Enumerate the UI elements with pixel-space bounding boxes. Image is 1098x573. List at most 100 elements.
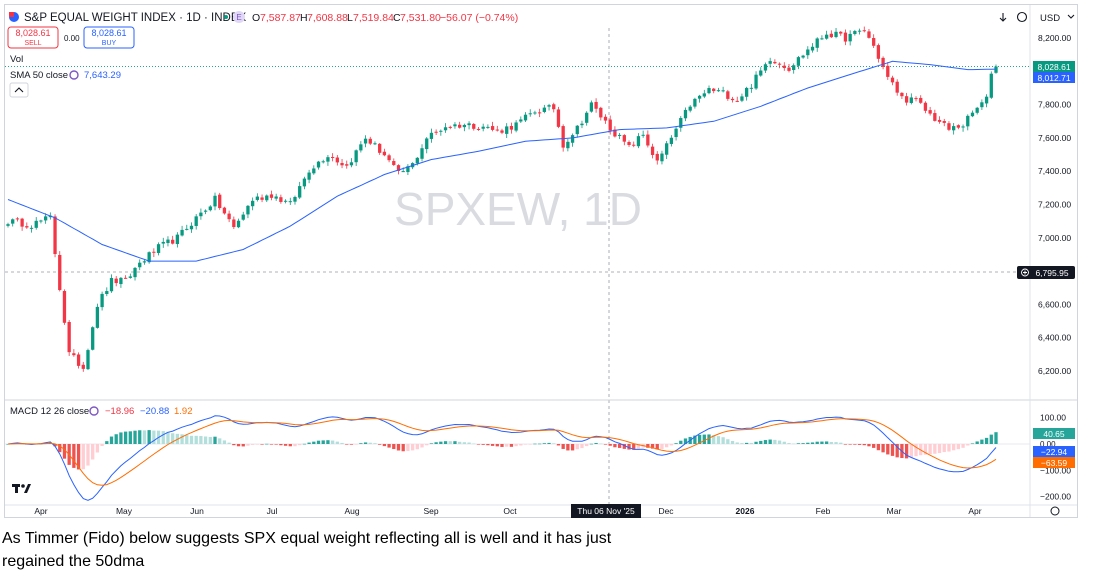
- macd-label[interactable]: MACD 12 26 close: [10, 406, 89, 417]
- macd-histogram-bar: [401, 444, 405, 452]
- chevron-down-icon[interactable]: [1067, 14, 1075, 19]
- macd-histogram-bar: [227, 442, 231, 444]
- candle-body: [839, 31, 843, 34]
- candle-body: [909, 97, 913, 103]
- macd-histogram-bar: [665, 444, 669, 448]
- buy-button[interactable]: 8,028.61 BUY: [83, 26, 135, 49]
- candle-body: [260, 197, 264, 200]
- candle-body: [185, 228, 189, 230]
- macd-histogram-bar: [152, 430, 156, 444]
- sma50-line: [7, 60, 997, 262]
- macd-axis[interactable]: 100.00 −100.00 −200.00: [1040, 413, 1071, 502]
- candle-body: [523, 114, 528, 121]
- macd-histogram-bar: [72, 444, 76, 468]
- macd-histogram-bar: [406, 444, 410, 452]
- sma-value: 7,643.29: [84, 70, 121, 81]
- candle-body: [599, 107, 603, 118]
- macd-signal-text: −63.59: [1041, 458, 1068, 468]
- candle-body: [222, 207, 227, 214]
- candle-body: [15, 218, 20, 220]
- candle-body: [777, 63, 782, 65]
- sell-button[interactable]: 8,028.61 SELL: [7, 26, 59, 49]
- macd-histogram-bar: [208, 436, 212, 444]
- refresh-icon[interactable]: [1016, 11, 1028, 23]
- macd-histogram-bar: [989, 434, 993, 444]
- settings-gear-icon[interactable]: [1050, 506, 1060, 516]
- candle-body: [688, 106, 692, 111]
- symbol-title[interactable]: S&P EQUAL WEIGHT INDEX · 1D · INDEX: [24, 12, 246, 24]
- candle-body: [293, 196, 297, 202]
- candle-body: [876, 45, 881, 59]
- macd-histogram-bar: [298, 444, 302, 446]
- macd-histogram-bar: [886, 444, 890, 455]
- settings-cycle-icon[interactable]: [69, 70, 79, 80]
- macd-histogram-bar: [575, 444, 579, 450]
- macd-tick-label: −100.00: [1040, 465, 1071, 475]
- macd-histogram-bar: [368, 442, 372, 444]
- candle-body: [189, 225, 194, 230]
- candle-body: [928, 110, 932, 114]
- candle-body: [387, 155, 391, 161]
- candle-body: [467, 123, 471, 126]
- macd-histogram-bar: [251, 444, 255, 445]
- candle-body: [378, 143, 382, 153]
- price-tick-label: 7,000.00: [1038, 233, 1071, 243]
- time-axis[interactable]: Apr May Jun Jul Aug Sep Oct Dec 2026 Feb Mar Apr: [34, 506, 981, 516]
- macd-histogram-bar: [528, 444, 532, 445]
- chevron-up-icon: [14, 87, 24, 93]
- candle-body: [81, 364, 85, 369]
- sma-label[interactable]: SMA 50 close: [10, 70, 68, 81]
- currency-label[interactable]: USD: [1040, 13, 1060, 24]
- macd-histogram-bar: [872, 444, 876, 448]
- low-label: L: [347, 12, 353, 24]
- arrow-down-icon[interactable]: [999, 13, 1007, 22]
- candle-body: [269, 194, 274, 198]
- macd-histogram-bar: [721, 437, 725, 444]
- macd-histogram-bar: [928, 444, 932, 455]
- macd-value-2: −20.88: [140, 406, 169, 417]
- candle-body: [646, 134, 650, 146]
- candle-body: [787, 67, 791, 71]
- candle-body: [636, 136, 641, 147]
- macd-histogram-bar: [133, 430, 137, 444]
- candle-body: [961, 126, 965, 128]
- macd-histogram-bar: [848, 444, 852, 445]
- macd-histogram-bar: [622, 444, 626, 449]
- macd-histogram-bar: [895, 444, 899, 458]
- price-pane[interactable]: [5, 26, 1030, 372]
- candle-body: [745, 87, 749, 97]
- candle-body: [458, 124, 462, 128]
- macd-histogram-bar: [980, 439, 984, 444]
- macd-histogram-bar: [707, 434, 711, 444]
- macd-histogram-bar: [843, 444, 848, 445]
- macd-settings-icon[interactable]: [89, 406, 99, 416]
- candle-body: [716, 90, 721, 92]
- us-flag-icon-stripe: [9, 12, 14, 17]
- candle-body: [726, 91, 730, 99]
- candle-body: [302, 178, 307, 187]
- add-plus-icon[interactable]: [1021, 268, 1029, 277]
- collapse-legend-button[interactable]: [9, 82, 29, 98]
- macd-histogram-bar: [86, 444, 90, 466]
- time-tick-label: Oct: [503, 506, 517, 516]
- candle-body: [265, 195, 269, 201]
- candle-body: [481, 126, 485, 129]
- macd-histogram-bar: [862, 444, 866, 446]
- candle-body: [613, 129, 617, 137]
- candle-body: [76, 354, 81, 366]
- candle-body: [396, 165, 401, 171]
- time-tick-label: Sep: [423, 506, 438, 516]
- macd-histogram-bar: [387, 444, 391, 448]
- candle-body: [989, 73, 993, 98]
- candle-body: [947, 123, 951, 130]
- macd-histogram-bar: [561, 444, 565, 449]
- macd-pane[interactable]: [5, 415, 1030, 501]
- candle-body: [119, 277, 123, 285]
- macd-histogram-bar: [580, 444, 584, 449]
- price-axis[interactable]: 8,200.008,000.007,800.007,600.007,400.00…: [1038, 33, 1071, 376]
- tradingview-logo[interactable]: [12, 484, 31, 493]
- time-tick-label: Mar: [887, 506, 902, 516]
- vol-label[interactable]: Vol: [10, 54, 23, 65]
- candle-body: [236, 220, 241, 228]
